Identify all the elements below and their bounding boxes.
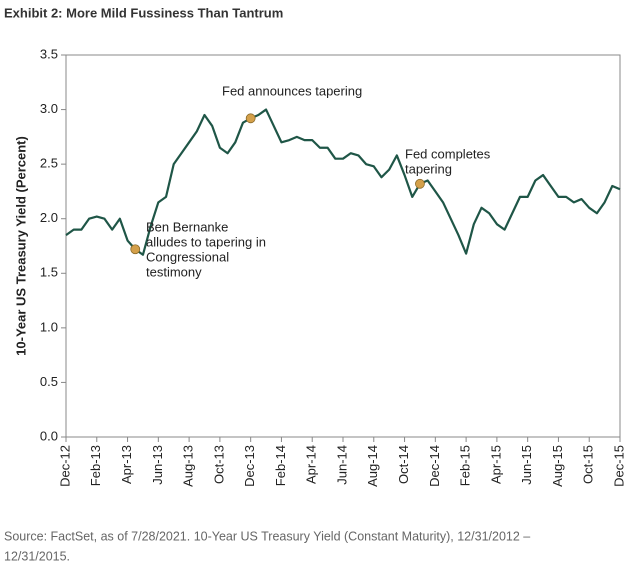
x-tick-label: Feb-14 <box>273 445 288 486</box>
x-tick-label: Aug-14 <box>365 445 380 487</box>
x-tick-label: Feb-13 <box>88 445 103 486</box>
source: Source: FactSet, as of 7/28/2021. 10-Yea… <box>4 529 530 543</box>
x-tick-label: Apr-14 <box>304 445 319 484</box>
annotation: testimony <box>146 264 202 279</box>
x-tick-label: Oct-15 <box>581 445 596 484</box>
x-tick-label: Dec-12 <box>57 445 72 487</box>
annotation-marker <box>415 178 425 189</box>
annotation: tapering <box>405 161 452 176</box>
chart-title: Exhibit 2: More Mild Fussiness Than Tant… <box>4 5 283 20</box>
annotation-marker <box>130 244 141 255</box>
y-axis-label: 10-Year US Treasury Yield (Percent) <box>13 136 28 356</box>
y-tick-label: 1.5 <box>40 265 58 280</box>
annotation: alludes to tapering in <box>146 234 266 249</box>
x-tick-label: Dec-13 <box>242 445 257 487</box>
y-tick-label: 2.5 <box>40 156 58 171</box>
y-tick-label: 0.0 <box>40 428 58 443</box>
x-tick-label: Dec-14 <box>427 445 442 487</box>
y-tick-label: 3.0 <box>40 101 58 116</box>
annotation-marker <box>245 113 256 124</box>
annotation: Ben Bernanke <box>146 219 228 234</box>
source: 12/31/2015. <box>4 549 70 563</box>
y-tick-label: 3.5 <box>40 46 58 61</box>
y-tick-label: 2.0 <box>40 210 58 225</box>
annotation: Fed completes <box>405 146 491 161</box>
x-tick-label: Jun-15 <box>519 445 534 485</box>
line <box>65 108 621 256</box>
x-tick-label: Aug-13 <box>181 445 196 487</box>
x-tick-label: Oct-13 <box>211 445 226 484</box>
x-tick-label: Dec-15 <box>611 445 626 487</box>
x-tick-label: Jun-13 <box>150 445 165 485</box>
x-tick-label: Feb-15 <box>458 445 473 486</box>
annotation: Fed announces tapering <box>222 83 362 98</box>
x-tick-label: Aug-15 <box>550 445 565 487</box>
annotation: Congressional <box>146 249 229 264</box>
x-tick-label: Apr-15 <box>488 445 503 484</box>
x-tick-label: Apr-13 <box>119 445 134 484</box>
y-tick-label: 1.0 <box>40 319 58 334</box>
x-tick-label: Jun-14 <box>334 445 349 485</box>
x-tick-label: Oct-14 <box>396 445 411 484</box>
y-tick-label: 0.5 <box>40 374 58 389</box>
